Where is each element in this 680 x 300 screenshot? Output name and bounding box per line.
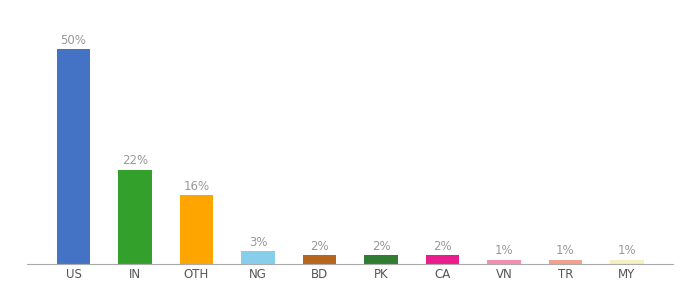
Bar: [241, 251, 275, 264]
Bar: [303, 255, 337, 264]
Text: 1%: 1%: [494, 244, 513, 257]
Bar: [610, 260, 644, 264]
Bar: [487, 260, 521, 264]
Text: 22%: 22%: [122, 154, 148, 167]
Text: 1%: 1%: [617, 244, 636, 257]
Bar: [549, 260, 582, 264]
Text: 50%: 50%: [61, 34, 86, 47]
Text: 2%: 2%: [372, 240, 390, 253]
Text: 2%: 2%: [310, 240, 328, 253]
Bar: [426, 255, 460, 264]
Bar: [180, 195, 214, 264]
Bar: [118, 169, 152, 264]
Bar: [364, 255, 398, 264]
Bar: [56, 49, 90, 264]
Text: 16%: 16%: [184, 180, 209, 193]
Text: 1%: 1%: [556, 244, 575, 257]
Text: 3%: 3%: [249, 236, 267, 248]
Text: 2%: 2%: [433, 240, 452, 253]
